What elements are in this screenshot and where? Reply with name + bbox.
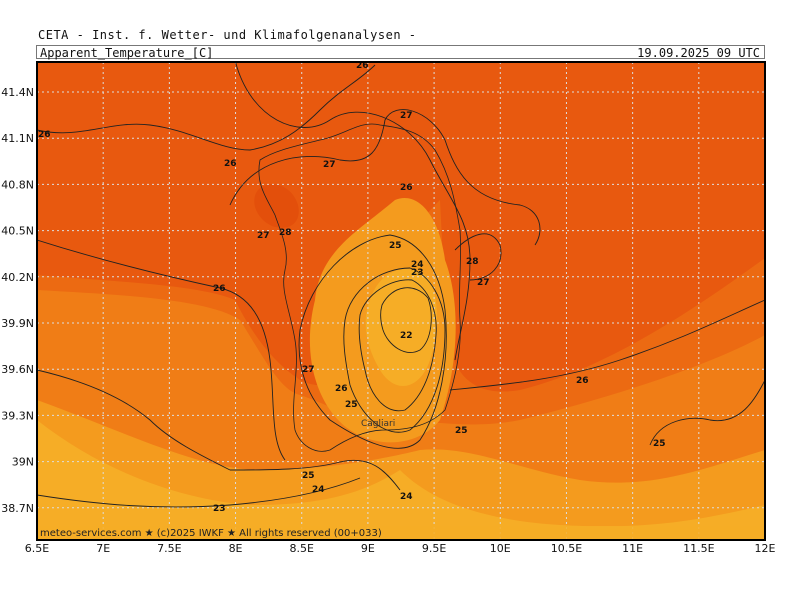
contour-27-north [229,109,541,246]
lat-label: 39.9N [1,317,34,330]
contour-labels: 26 26 26 27 27 26 27 28 25 24 23 28 27 2… [38,61,666,514]
lat-label: 41.1N [1,132,34,145]
lon-label: 6.5E [25,542,49,555]
lon-label: 10.5E [551,542,582,555]
lat-label: 39.6N [1,363,34,376]
contour-24 [343,267,446,433]
contour-label: 27 [400,111,413,121]
contour-label: 27 [323,160,336,170]
contour-label: 25 [345,400,358,410]
contour-label: 23 [411,268,424,278]
city-label-cagliari: Cagliari [361,419,395,429]
contour-label: 26 [356,61,369,71]
lon-label: 8E [229,542,243,555]
contour-label: 26 [38,130,51,140]
field-t22-land [365,268,437,387]
map-field: 26 26 26 27 27 26 27 28 25 24 23 28 27 2… [37,61,765,540]
copyright-strip [37,526,765,539]
map-frame [36,61,766,541]
institute-header: CETA - Inst. f. Wetter- und Klimafolgena… [38,28,417,42]
lat-label: 40.8N [1,178,34,191]
contour-label: 25 [455,426,468,436]
contour-label: 27 [302,365,315,375]
field-t23-south [37,420,765,540]
lat-label: 39.3N [1,409,34,422]
contour-east-26 [449,299,765,391]
contour-24-south [229,459,401,491]
latitude-labels: 41.4N 41.1N 40.8N 40.5N 40.2N 39.9N 39.6N 39.3N… [1,86,34,515]
contour-label: 28 [279,228,292,238]
lat-label: 41.4N [1,86,34,99]
lat-label: 39N [12,456,34,469]
contour-label: 24 [411,260,424,270]
contour-label: 26 [213,284,226,294]
contour-label: 25 [302,471,315,481]
graticule [37,62,765,540]
contour-label: 26 [335,384,348,394]
contour-23 [358,279,437,412]
contour-26-north [37,64,376,151]
lon-label: 9E [361,542,375,555]
coastline-sardinia [258,123,461,452]
title-bar: Apparent_Temperature_[C] 19.09.2025 09 U… [36,45,765,60]
contour-label: 26 [224,159,237,169]
field-t28-spot [254,184,299,228]
lon-label: 11E [622,542,643,555]
contour-23-south [37,477,361,508]
contour-label: 22 [400,331,413,341]
contour-label: 28 [466,257,479,267]
contour-se-25 [649,379,765,446]
contour-26-sardinia [235,62,471,361]
valid-time: 19.09.2025 09 UTC [637,46,760,60]
contour-east-27 [454,233,502,281]
contour-label: 25 [389,241,402,251]
lon-label: 7E [96,542,110,555]
longitude-labels: 6.5E 7E 7.5E 8E 8.5E 9E 9.5E 10E 10.5E 11E 11.5E 12… [25,542,776,555]
lon-label: 7.5E [157,542,181,555]
lon-label: 11.5E [683,542,714,555]
copyright-text: meteo-services.com ★ (c)2025 IWKF ★ All … [40,528,382,539]
lon-label: 9.5E [422,542,446,555]
contour-label: 26 [576,376,589,386]
lon-label: 8.5E [290,542,314,555]
contour-label: 24 [400,492,413,502]
contour-label: 25 [653,439,666,449]
contour-label: 23 [213,504,226,514]
lat-label: 40.2N [1,271,34,284]
contour-label: 27 [257,231,270,241]
contour-west-26 [37,239,286,461]
contour-label: 26 [400,183,413,193]
contour-lines [37,62,765,508]
parameter-title: Apparent_Temperature_[C] [40,46,214,60]
lon-label: 10E [490,542,511,555]
contour-label: 27 [477,278,490,288]
lat-label: 38.7N [1,502,34,515]
contour-west-coast [37,369,231,471]
lon-label: 12E [755,542,776,555]
contour-25 [298,234,447,449]
lat-label: 40.5N [1,225,34,238]
contour-22 [380,287,432,353]
contour-label: 24 [312,485,325,495]
